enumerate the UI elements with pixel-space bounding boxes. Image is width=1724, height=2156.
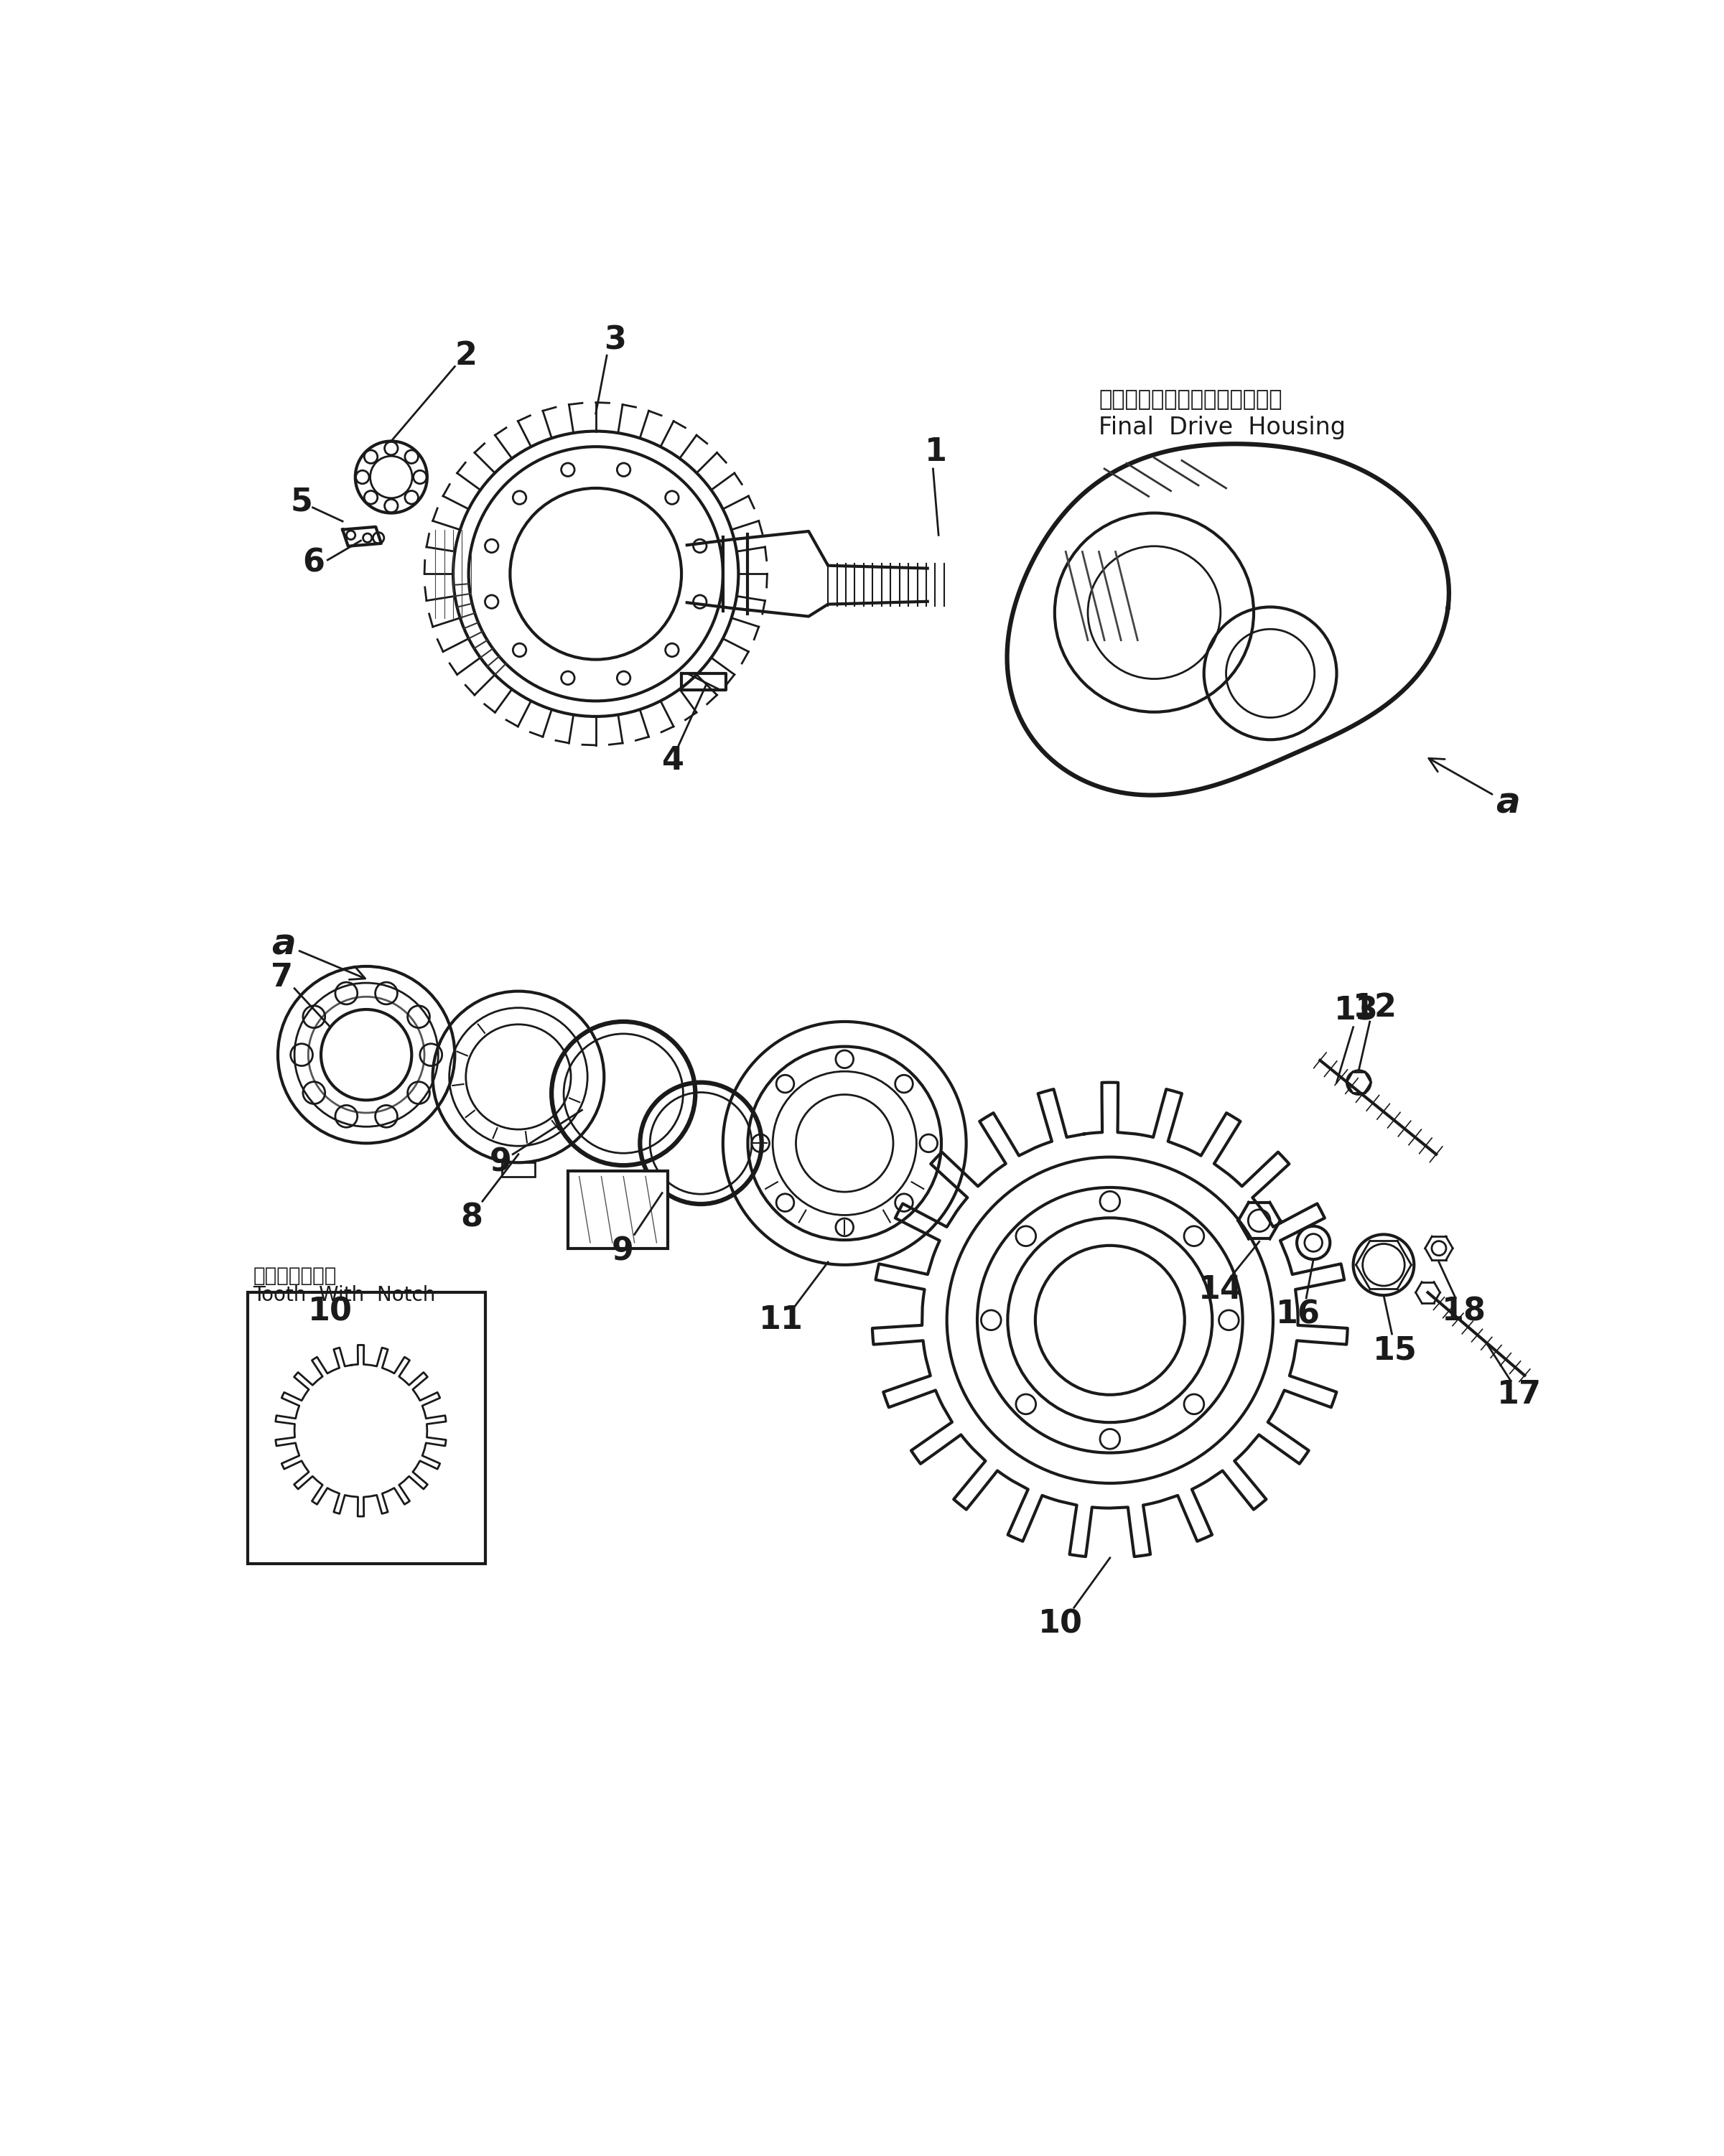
Text: 歯部きり欠き付: 歯部きり欠き付 (253, 1266, 336, 1285)
Text: 13: 13 (1334, 996, 1377, 1026)
Text: 16: 16 (1276, 1300, 1321, 1330)
Text: a: a (1429, 759, 1521, 821)
Text: 11: 11 (759, 1304, 803, 1335)
Text: 8: 8 (460, 1203, 483, 1233)
Text: 18: 18 (1441, 1296, 1486, 1328)
Text: 2: 2 (455, 341, 478, 371)
Text: 10: 10 (1038, 1608, 1083, 1639)
Text: 3: 3 (603, 326, 626, 356)
Text: 9: 9 (490, 1147, 512, 1177)
Text: 15: 15 (1372, 1335, 1417, 1367)
Bar (502, 1162, 534, 1177)
Bar (248, 1291, 484, 1563)
Text: 12: 12 (1353, 992, 1398, 1024)
Text: a: a (271, 927, 365, 979)
Text: 10: 10 (309, 1296, 353, 1328)
Text: Tooth  With  Notch: Tooth With Notch (253, 1285, 436, 1304)
Text: 6: 6 (303, 548, 324, 578)
Text: 4: 4 (662, 746, 684, 776)
Text: 17: 17 (1496, 1380, 1541, 1410)
Text: 7: 7 (271, 962, 293, 992)
Polygon shape (343, 526, 381, 545)
Text: 14: 14 (1198, 1274, 1243, 1304)
Bar (569, 1171, 667, 1248)
Text: 9: 9 (612, 1235, 633, 1266)
Text: 1: 1 (924, 438, 946, 468)
Text: Final  Drive  Housing: Final Drive Housing (1098, 416, 1346, 440)
Text: 5: 5 (291, 487, 312, 517)
Text: ファイナルドライブハウジング: ファイナルドライブハウジング (1098, 390, 1283, 410)
